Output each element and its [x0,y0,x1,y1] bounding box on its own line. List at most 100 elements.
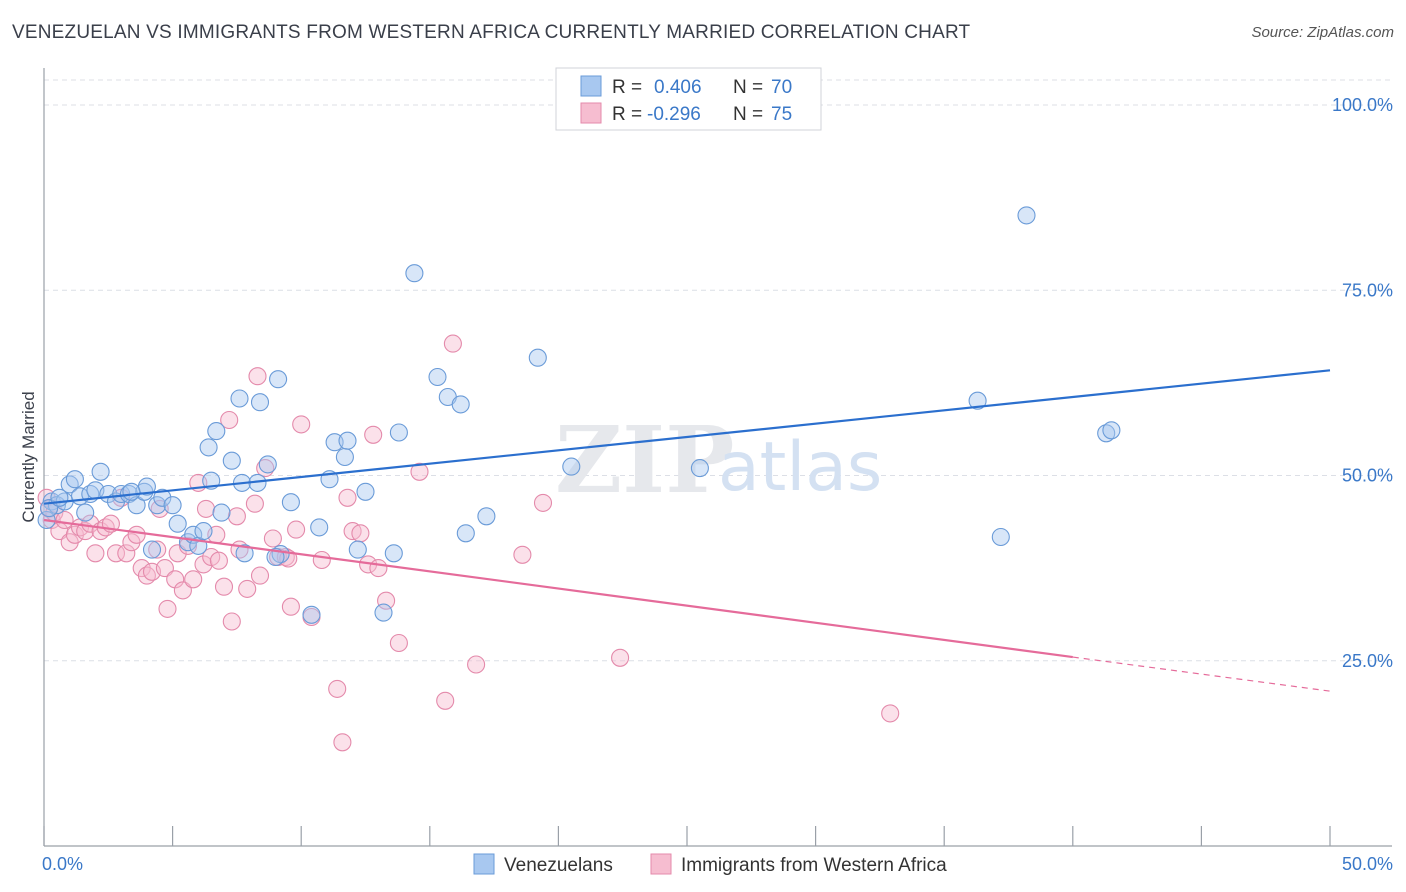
data-point-venezuelans [335,447,354,467]
data-point-venezuelans [207,422,226,441]
data-point-venezuelans [1017,206,1036,225]
y-tick-labels: 25.0% 50.0% 75.0% 100.0% [1332,95,1393,671]
trendline-western-africa-extension [1072,656,1331,692]
watermark: ZIP atlas [555,406,882,514]
data-point-western-africa [106,544,126,563]
data-point-venezuelans [356,482,375,501]
x-tick-labels: 0.0% 50.0% [42,854,1393,874]
data-point-western-africa [117,544,136,563]
data-point-western-africa [248,367,267,386]
y-tick-label: 75.0% [1342,280,1393,300]
data-point-western-africa [148,540,167,559]
data-point-western-africa [467,655,486,674]
trendline-venezuelans [43,369,1331,505]
data-point-venezuelans [374,603,393,622]
data-point-venezuelans [269,370,288,389]
data-point-western-africa [611,648,630,667]
x-ticks [43,826,1331,846]
data-point-venezuelans [65,470,84,489]
axes [43,68,1392,847]
data-point-western-africa [173,581,192,600]
data-point-venezuelans [76,503,95,522]
data-point-venezuelans [562,457,581,476]
data-point-venezuelans [142,540,162,559]
data-point-western-africa [158,599,177,618]
data-point-venezuelans [348,540,367,559]
data-point-venezuelans [456,524,475,543]
data-point-venezuelans [235,544,254,563]
data-point-venezuelans [310,518,329,537]
trendline-western-africa [43,518,1073,659]
legend-label-western-africa: Immigrants from Western Africa [681,855,947,876]
chart-source: Source: ZipAtlas.com [1251,24,1394,41]
stats-n-label-pink: N = [733,104,763,125]
data-point-venezuelans [258,455,277,474]
data-point-western-africa [227,507,246,526]
data-point-venezuelans [451,395,470,414]
stats-n-value-pink: 75 [771,104,792,125]
data-point-western-africa [281,597,300,616]
data-point-venezuelans [60,475,79,494]
stats-r-value-pink: -0.296 [647,104,701,125]
legend-swatch-venezuelans [473,853,495,875]
data-point-western-africa [377,591,396,610]
series-legend: Venezuelans Immigrants from Western Afri… [473,853,947,876]
x-tick-label: 50.0% [1342,854,1393,874]
stats-legend: R = 0.406 N = 70 R = -0.296 N = 75 [555,67,822,131]
trendlines [43,369,1331,692]
data-point-venezuelans [266,547,285,567]
data-point-western-africa [86,544,105,563]
data-point-western-africa [443,334,462,353]
data-point-venezuelans [338,431,357,450]
data-point-western-africa [245,494,264,513]
watermark-zip: ZIP [555,406,734,514]
data-point-western-africa [333,733,352,752]
data-point-venezuelans [122,482,141,501]
data-point-western-africa [312,550,331,570]
data-point-venezuelans [1097,424,1116,443]
data-point-western-africa [263,529,282,548]
data-point-venezuelans [91,462,110,481]
data-point-venezuelans [389,423,408,442]
data-point-western-africa [881,704,900,723]
data-point-venezuelans [222,451,241,470]
y-tick-label: 50.0% [1342,466,1393,486]
data-point-venezuelans [690,459,709,478]
data-point-western-africa [184,570,203,589]
data-point-western-africa [127,525,146,544]
stats-r-label-blue: R = [612,77,642,98]
data-point-western-africa [196,499,216,518]
data-point-western-africa [209,551,228,570]
gridlines [44,79,1392,662]
data-point-western-africa [292,415,311,434]
data-point-western-africa [287,520,306,539]
data-point-western-africa [222,612,241,631]
data-point-venezuelans [127,496,146,515]
data-point-western-africa [369,559,388,578]
y-tick-label: 100.0% [1332,95,1393,115]
data-point-venezuelans [281,493,300,512]
data-point-venezuelans [477,507,496,526]
data-point-venezuelans [302,605,321,624]
data-point-venezuelans [968,391,987,410]
data-point-western-africa [250,566,270,585]
stats-swatch-blue [580,75,602,97]
data-point-western-africa [155,559,174,578]
data-point-venezuelans [153,488,172,507]
data-point-western-africa [513,545,532,564]
stats-n-value-blue: 70 [771,77,792,98]
chart-title: VENEZUELAN VS IMMIGRANTS FROM WESTERN AF… [12,22,971,43]
watermark-atlas: atlas [718,428,882,507]
stats-r-value-blue: 0.406 [654,77,702,98]
data-point-venezuelans [194,522,213,541]
stats-r-label-pink: R = [612,104,642,125]
data-point-western-africa [389,633,408,653]
data-point-venezuelans [212,503,231,522]
data-point-western-africa [364,425,383,444]
x-tick-label: 0.0% [42,854,83,874]
legend-label-venezuelans: Venezuelans [504,855,613,876]
data-point-western-africa [220,410,239,430]
data-point-venezuelans [1102,421,1121,440]
data-point-western-africa [238,579,257,598]
data-point-western-africa [328,679,347,698]
